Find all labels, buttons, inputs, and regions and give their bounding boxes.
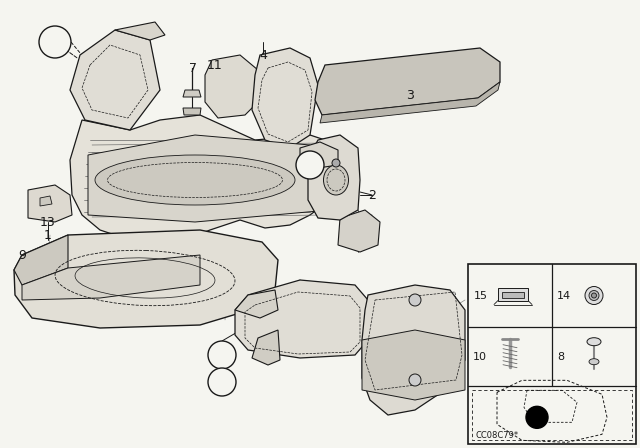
Circle shape [208,341,236,369]
Polygon shape [235,290,278,318]
Polygon shape [115,22,165,40]
Polygon shape [88,135,330,222]
Polygon shape [28,185,72,222]
Polygon shape [338,210,380,252]
Polygon shape [320,82,500,123]
Text: 5: 5 [293,323,301,336]
Polygon shape [300,142,338,168]
Polygon shape [502,292,524,297]
Ellipse shape [587,338,601,346]
Text: 7: 7 [189,61,197,74]
Ellipse shape [591,293,596,298]
Text: 15: 15 [474,290,488,301]
Circle shape [409,294,421,306]
Polygon shape [183,90,201,97]
Polygon shape [40,196,52,206]
Polygon shape [308,135,360,220]
Text: 2: 2 [368,189,376,202]
Text: 14: 14 [48,37,62,47]
Polygon shape [252,330,280,365]
Text: 4: 4 [259,48,267,61]
Text: 6: 6 [361,303,369,316]
Text: 10: 10 [473,352,487,362]
Polygon shape [315,48,500,115]
Text: 8: 8 [557,352,564,362]
Text: 9: 9 [18,249,26,262]
Text: 8: 8 [307,160,314,170]
Polygon shape [205,55,260,118]
Ellipse shape [585,287,603,305]
Polygon shape [14,235,68,285]
Circle shape [526,406,548,428]
Circle shape [296,151,324,179]
Bar [468,264,636,444]
Text: 15: 15 [215,350,229,360]
Polygon shape [362,330,465,400]
Text: CC08C79*: CC08C79* [476,431,519,439]
Polygon shape [14,230,278,328]
Polygon shape [498,288,528,301]
Ellipse shape [95,155,295,205]
Ellipse shape [323,165,349,195]
Circle shape [208,368,236,396]
Polygon shape [183,108,201,115]
Bar [472,390,632,440]
Text: 13: 13 [40,215,56,228]
Text: 12: 12 [360,219,376,232]
Polygon shape [235,280,368,358]
Text: 1: 1 [44,228,52,241]
Ellipse shape [589,359,599,365]
Polygon shape [70,30,160,130]
Polygon shape [70,115,340,245]
Circle shape [332,159,340,167]
Polygon shape [362,285,465,415]
Circle shape [409,374,421,386]
Text: 3: 3 [406,89,414,102]
Ellipse shape [589,290,599,301]
Polygon shape [22,255,200,300]
Circle shape [39,26,71,58]
Text: 14: 14 [557,290,571,301]
Text: 11: 11 [207,59,223,72]
Text: 10: 10 [215,377,229,387]
Polygon shape [252,48,318,148]
